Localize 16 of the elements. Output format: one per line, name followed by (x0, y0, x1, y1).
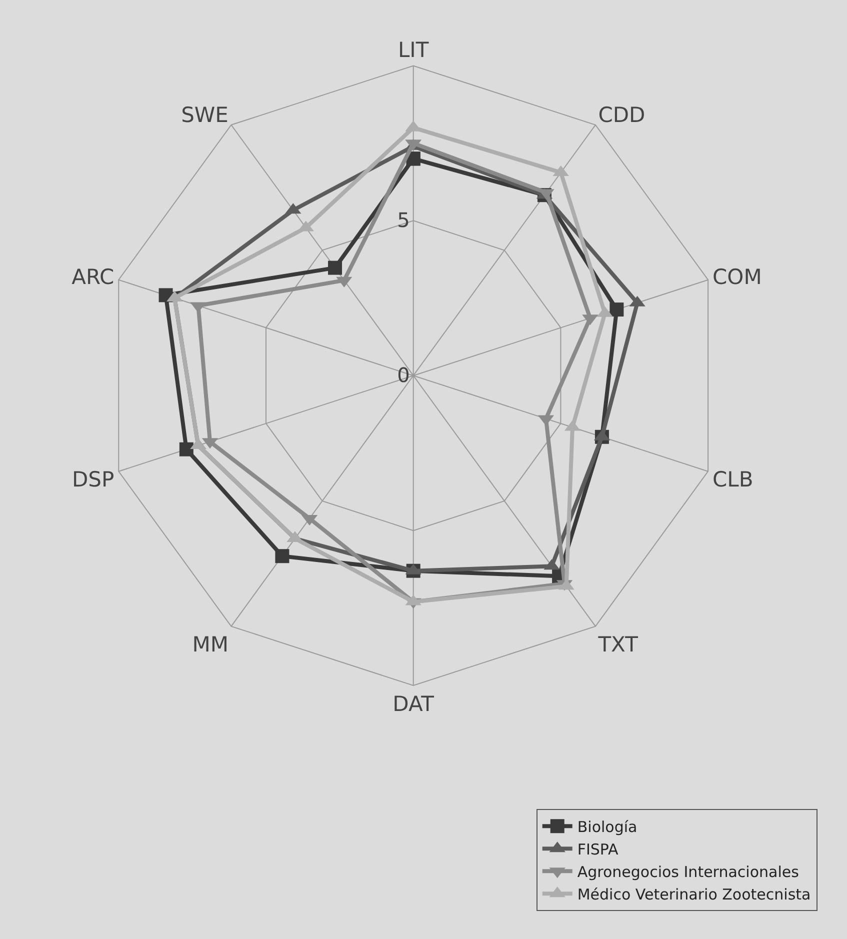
legend-label: Agronegocios Internacionales (577, 862, 800, 881)
spoke-label: COM (712, 265, 762, 290)
spoke-label: TXT (597, 632, 638, 656)
spoke-label: MM (192, 632, 228, 656)
y-tick-label: 0 (397, 363, 410, 388)
spoke-label: DAT (392, 692, 434, 716)
spoke-label: LIT (398, 38, 429, 62)
legend-label: Biología (577, 818, 638, 836)
spoke-label: CDD (598, 103, 646, 128)
legend-label: Médico Veterinario Zootecnista (577, 885, 811, 904)
y-tick-label: 5 (397, 208, 410, 232)
legend-label: FISPA (577, 840, 620, 858)
spoke-label: DSP (72, 467, 114, 492)
spoke-label: SWE (181, 103, 228, 128)
spoke-label: CLB (712, 467, 754, 492)
spoke-label: ARC (72, 265, 114, 290)
